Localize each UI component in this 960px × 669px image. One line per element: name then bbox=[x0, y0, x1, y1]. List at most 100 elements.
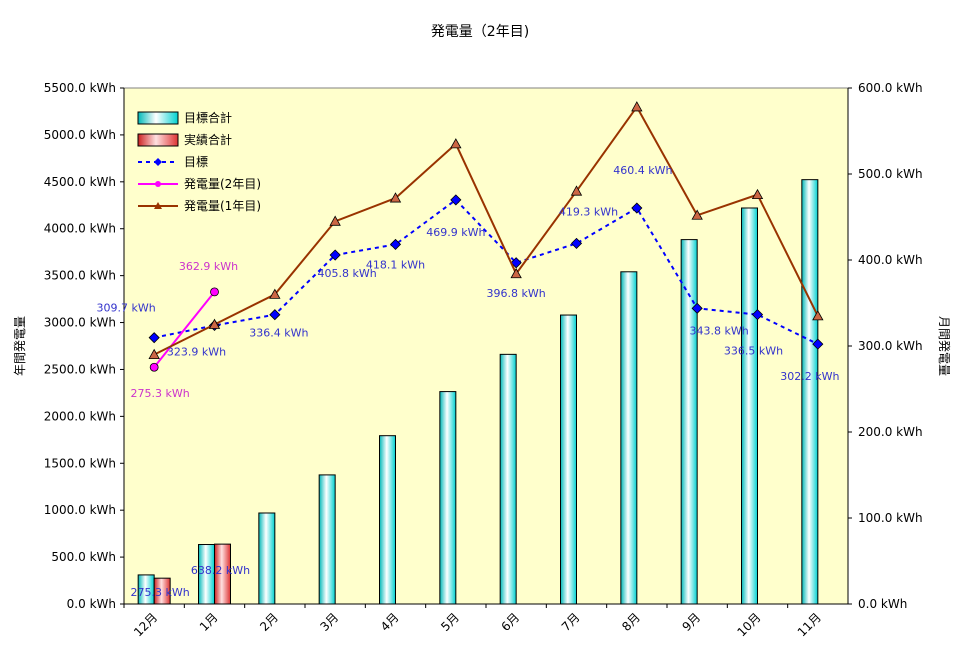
right-tick-label: 100.0 kWh bbox=[858, 511, 923, 525]
legend-label: 発電量(2年目) bbox=[184, 177, 261, 191]
right-tick-label: 0.0 kWh bbox=[858, 597, 907, 611]
left-tick-label: 3000.0 kWh bbox=[44, 316, 116, 330]
bar bbox=[318, 474, 336, 605]
marker-diamond bbox=[691, 302, 703, 314]
legend-marker bbox=[155, 181, 161, 187]
x-tick-label: 1月 bbox=[197, 610, 221, 634]
cumulative-data-label: 638.2 kWh bbox=[191, 564, 250, 577]
bar bbox=[620, 271, 638, 605]
right-tick-label: 600.0 kWh bbox=[858, 81, 923, 95]
marker-triangle bbox=[691, 209, 703, 220]
y-axis-left-label: 年間発電量 bbox=[13, 316, 27, 376]
series-line bbox=[153, 291, 216, 368]
target-data-label: 419.3 kWh bbox=[559, 205, 618, 218]
series-line bbox=[153, 105, 819, 356]
year2-data-label: 362.9 kWh bbox=[179, 260, 238, 273]
target-data-label: 323.9 kWh bbox=[167, 345, 226, 358]
marker-triangle bbox=[751, 188, 764, 200]
bar bbox=[499, 353, 517, 605]
x-tick-label: 5月 bbox=[438, 610, 462, 634]
x-tick-label: 11月 bbox=[795, 610, 824, 639]
target-data-label: 302.2 kWh bbox=[780, 370, 839, 383]
legend-marker bbox=[154, 202, 162, 209]
marker-triangle bbox=[510, 267, 522, 279]
target-data-label: 469.9 kWh bbox=[426, 226, 485, 239]
legend-marker bbox=[154, 158, 162, 166]
series-line bbox=[153, 198, 819, 346]
target-data-label: 396.8 kWh bbox=[487, 287, 546, 300]
marker-diamond bbox=[269, 309, 281, 321]
target-data-label: 336.5 kWh bbox=[724, 345, 783, 358]
marker-triangle bbox=[208, 318, 221, 329]
bar bbox=[214, 543, 231, 605]
marker-triangle bbox=[389, 192, 402, 203]
marker-diamond bbox=[631, 202, 643, 214]
bars bbox=[137, 179, 819, 605]
bar bbox=[801, 179, 819, 605]
cumulative-data-label: 275.3 kWh bbox=[131, 586, 190, 599]
marker-triangle bbox=[148, 348, 160, 360]
data-labels: 309.7 kWh 323.9 kWh 336.4 kWh 405.8 kWh418.… bbox=[97, 164, 840, 599]
right-tick-label: 500.0 kWh bbox=[858, 167, 923, 181]
left-tick-label: 2000.0 kWh bbox=[44, 409, 116, 423]
marker-triangle bbox=[269, 288, 281, 299]
right-axis: 0.0 kWh 100.0 kWh 200.0 kWh 300.0 kWh 400.0 … bbox=[847, 81, 923, 611]
marker-diamond bbox=[510, 257, 522, 269]
marker-diamond bbox=[751, 309, 764, 321]
bar bbox=[439, 391, 457, 605]
bar bbox=[258, 512, 276, 605]
marker-triangle bbox=[812, 310, 824, 321]
bar bbox=[560, 314, 577, 605]
marker-triangle bbox=[450, 138, 462, 149]
x-tick-label: 3月 bbox=[318, 610, 342, 634]
x-tick-label: 8月 bbox=[619, 610, 643, 634]
x-tick-label: 2月 bbox=[257, 610, 281, 634]
marker-diamond bbox=[570, 237, 583, 249]
left-axis: 0.0 kWh 500.0 kWh 1000.0 kWh 1500.0 kWh 2000… bbox=[44, 81, 125, 611]
target-data-label: 405.8 kWh bbox=[318, 267, 377, 280]
x-tick-label: 9月 bbox=[680, 610, 704, 634]
x-tick-label: 12月 bbox=[131, 610, 160, 639]
bar bbox=[680, 239, 698, 605]
left-tick-label: 4500.0 kWh bbox=[44, 175, 116, 189]
target-data-label: 418.1 kWh bbox=[366, 258, 425, 271]
bar bbox=[153, 577, 171, 605]
x-tick-label: 10月 bbox=[734, 610, 763, 639]
legend-label: 目標合計 bbox=[184, 110, 232, 125]
left-tick-label: 5000.0 kWh bbox=[44, 128, 116, 142]
marker-diamond bbox=[812, 338, 824, 350]
left-tick-label: 2500.0 kWh bbox=[44, 362, 116, 376]
left-tick-label: 500.0 kWh bbox=[51, 550, 116, 564]
x-tick-label: 6月 bbox=[499, 610, 523, 634]
marker-triangle bbox=[329, 215, 341, 226]
marker-triangle bbox=[631, 101, 643, 112]
legend-label: 発電量(1年目) bbox=[184, 199, 261, 213]
bar bbox=[741, 207, 758, 605]
marker-diamond bbox=[148, 332, 160, 344]
x-axis: 12月 1月 2月 3月 4月 5月 6月 7月 8月 9月 10月 11月 bbox=[123, 603, 848, 639]
legend-label: 目標 bbox=[184, 155, 208, 169]
marker-circle bbox=[210, 287, 219, 297]
marker-diamond bbox=[389, 238, 402, 250]
marker-circle bbox=[149, 362, 159, 372]
target-data-label: 460.4 kWh bbox=[613, 164, 672, 177]
right-tick-label: 400.0 kWh bbox=[858, 253, 923, 267]
x-tick-label: 4月 bbox=[378, 610, 402, 634]
target-data-label: 309.7 kWh bbox=[97, 302, 156, 315]
marker-diamond bbox=[450, 194, 462, 206]
left-tick-label: 4000.0 kWh bbox=[44, 222, 116, 236]
plot-area bbox=[123, 87, 849, 605]
left-tick-label: 3500.0 kWh bbox=[44, 269, 116, 283]
legend-swatch bbox=[137, 111, 179, 125]
target-data-label: 336.4 kWh bbox=[249, 327, 308, 340]
legend-label: 実績合計 bbox=[184, 132, 232, 147]
marker-diamond bbox=[329, 249, 341, 261]
chart-title: 発電量（2年目) bbox=[431, 24, 529, 40]
left-tick-label: 0.0 kWh bbox=[67, 597, 116, 611]
bar bbox=[379, 435, 396, 605]
target-data-label: 343.8 kWh bbox=[690, 324, 749, 337]
y-axis-right-label: 月間発電量 bbox=[937, 316, 951, 376]
right-tick-label: 300.0 kWh bbox=[858, 339, 923, 353]
